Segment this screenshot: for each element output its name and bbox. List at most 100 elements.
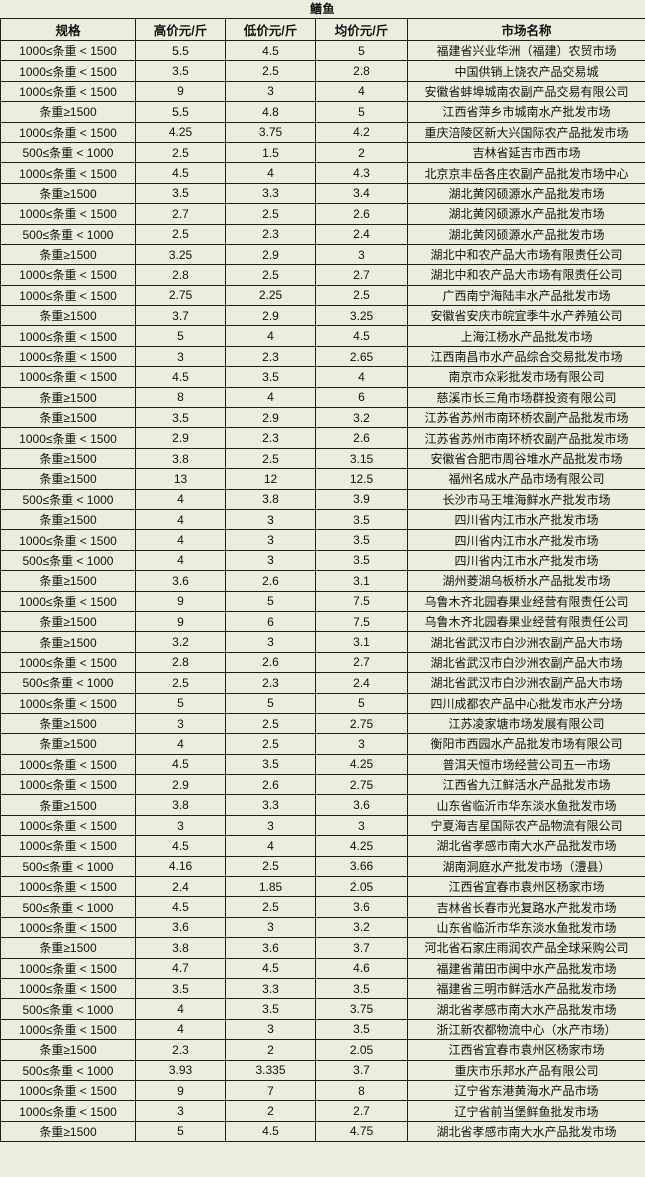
cell-market: 中国供销上饶农产品交易城 (407, 60, 645, 82)
table-row: 1000≤条重 < 1500 5 4 4.5 上海江杨水产品批发市场 (0, 325, 645, 347)
cell-low: 2.3 (225, 345, 316, 368)
table-row: 条重≥1500 13 12 12.5 福州名成水产品市场有限公司 (0, 468, 645, 490)
cell-high: 4.25 (135, 121, 226, 143)
cell-spec: 1000≤条重 < 1500 (0, 60, 136, 82)
table-body: 1000≤条重 < 1500 5.5 4.5 5 福建省兴业华洲（福建）农贸市场 1000… (0, 39, 645, 1143)
cell-avg: 2.7 (315, 1100, 408, 1122)
cell-avg: 4.25 (315, 835, 408, 857)
cell-market: 四川成都农产品中心批发市水产分场 (407, 692, 645, 714)
cell-spec: 条重≥1500 (0, 386, 136, 409)
table-row: 1000≤条重 < 1500 4.7 4.5 4.6 福建省莆田市闽中水产品批发市场 (0, 957, 645, 979)
cell-low: 3 (225, 549, 316, 572)
cell-low: 3.3 (225, 794, 316, 816)
cell-market: 湖北黄冈硕源水产品批发市场 (407, 203, 645, 225)
column-header-high: 高价元/斤 (135, 18, 226, 41)
cell-high: 3 (135, 712, 226, 735)
cell-low: 4.5 (225, 957, 316, 979)
cell-spec: 500≤条重 < 1000 (0, 1059, 136, 1081)
cell-avg: 3.25 (315, 305, 408, 327)
cell-low: 2.5 (225, 896, 316, 918)
cell-high: 2.9 (135, 427, 226, 449)
cell-spec: 条重≥1500 (0, 508, 136, 531)
cell-low: 2 (225, 1039, 316, 1061)
cell-low: 3 (225, 508, 316, 531)
table-row: 1000≤条重 < 1500 2.75 2.25 2.5 广西南宁海陆丰水产品批发市场 (0, 284, 645, 307)
cell-market: 重庆涪陵区新大兴国际农产品批发市场 (407, 121, 645, 143)
cell-high: 2.5 (135, 672, 226, 694)
cell-avg: 5 (315, 692, 408, 714)
cell-high: 4.5 (135, 835, 226, 857)
cell-avg: 2.05 (315, 1039, 408, 1061)
cell-avg: 3.5 (315, 549, 408, 572)
cell-avg: 3.1 (315, 570, 408, 592)
table-row: 条重≥1500 3.25 2.9 3 湖北中和农产品大市场有限责任公司 (0, 243, 645, 266)
cell-spec: 1000≤条重 < 1500 (0, 427, 136, 449)
cell-low: 2.5 (225, 733, 316, 755)
cell-low: 3 (225, 631, 316, 653)
cell-high: 4.7 (135, 957, 226, 979)
cell-high: 4 (135, 508, 226, 531)
cell-avg: 4.3 (315, 162, 408, 184)
table-row: 1000≤条重 < 1500 5.5 4.5 5 福建省兴业华洲（福建）农贸市场 (0, 39, 645, 62)
cell-spec: 500≤条重 < 1000 (0, 223, 136, 245)
cell-low: 4 (225, 386, 316, 409)
cell-spec: 1000≤条重 < 1500 (0, 529, 136, 551)
cell-market: 江西省宜春市袁州区杨家市场 (407, 1039, 645, 1061)
cell-avg: 3.5 (315, 977, 408, 1000)
cell-market: 四川省内江市水产批发市场 (407, 508, 645, 531)
table-row: 1000≤条重 < 1500 9 7 8 辽宁省东港黄海水产品市场 (0, 1079, 645, 1102)
cell-low: 2.25 (225, 284, 316, 307)
cell-market: 湖州菱湖乌板桥水产品批发市场 (407, 570, 645, 592)
cell-spec: 条重≥1500 (0, 1039, 136, 1061)
cell-spec: 1000≤条重 < 1500 (0, 774, 136, 796)
cell-low: 3.5 (225, 366, 316, 388)
cell-low: 2.5 (225, 60, 316, 82)
table-row: 1000≤条重 < 1500 3.5 2.5 2.8 中国供销上饶农产品交易城 (0, 60, 645, 82)
cell-low: 4.5 (225, 1120, 316, 1143)
cell-spec: 1000≤条重 < 1500 (0, 835, 136, 857)
cell-low: 3 (225, 814, 316, 837)
cell-low: 3.75 (225, 121, 316, 143)
cell-low: 3.3 (225, 977, 316, 1000)
table-row: 1000≤条重 < 1500 2.8 2.6 2.7 湖北省武汉市白沙洲农副产品大市场 (0, 651, 645, 674)
cell-market: 江苏省苏州市南环桥农副产品批发市场 (407, 407, 645, 429)
cell-high: 9 (135, 80, 226, 103)
cell-market: 乌鲁木齐北园春果业经营有限责任公司 (407, 610, 645, 633)
cell-spec: 条重≥1500 (0, 937, 136, 959)
cell-spec: 1000≤条重 < 1500 (0, 753, 136, 776)
table-row: 1000≤条重 < 1500 2.8 2.5 2.7 湖北中和农产品大市场有限责任公司 (0, 264, 645, 286)
cell-avg: 5 (315, 39, 408, 62)
cell-low: 3 (225, 529, 316, 551)
cell-spec: 1000≤条重 < 1500 (0, 284, 136, 307)
cell-low: 2.5 (225, 712, 316, 735)
table-header: 规格 高价元/斤 低价元/斤 均价元/斤 市场名称 (0, 18, 645, 41)
cell-market: 湖北省武汉市白沙洲农副产品大市场 (407, 651, 645, 674)
cell-low: 2.6 (225, 651, 316, 674)
cell-low: 6 (225, 610, 316, 633)
table-row: 条重≥1500 5 4.5 4.75 湖北省孝感市南大水产品批发市场 (0, 1120, 645, 1143)
cell-market: 福州名成水产品市场有限公司 (407, 468, 645, 490)
cell-market: 四川省内江市水产批发市场 (407, 549, 645, 572)
cell-avg: 3.6 (315, 794, 408, 816)
cell-low: 5 (225, 590, 316, 612)
table-row: 1000≤条重 < 1500 9 3 4 安徽省蚌埠城南农副产品交易有限公司 (0, 80, 645, 103)
cell-high: 4 (135, 488, 226, 510)
cell-high: 2.7 (135, 203, 226, 225)
cell-market: 南京市众彩批发市场有限公司 (407, 366, 645, 388)
cell-high: 3.6 (135, 916, 226, 939)
cell-avg: 2.7 (315, 651, 408, 674)
cell-high: 3 (135, 1100, 226, 1122)
cell-high: 4 (135, 998, 226, 1020)
cell-low: 7 (225, 1079, 316, 1102)
column-header-market: 市场名称 (407, 18, 645, 41)
cell-low: 4 (225, 162, 316, 184)
cell-low: 3.5 (225, 753, 316, 776)
cell-market: 福建省三明市鲜活水产品批发市场 (407, 977, 645, 1000)
cell-avg: 2.7 (315, 264, 408, 286)
cell-market: 辽宁省前当堡鲜鱼批发市场 (407, 1100, 645, 1122)
cell-spec: 1000≤条重 < 1500 (0, 325, 136, 347)
cell-avg: 3.5 (315, 508, 408, 531)
cell-high: 4.5 (135, 162, 226, 184)
table-row: 500≤条重 < 1000 3.93 3.335 3.7 重庆市乐邦水产品有限公司 (0, 1059, 645, 1081)
cell-market: 湖北省武汉市白沙洲农副产品大市场 (407, 631, 645, 653)
